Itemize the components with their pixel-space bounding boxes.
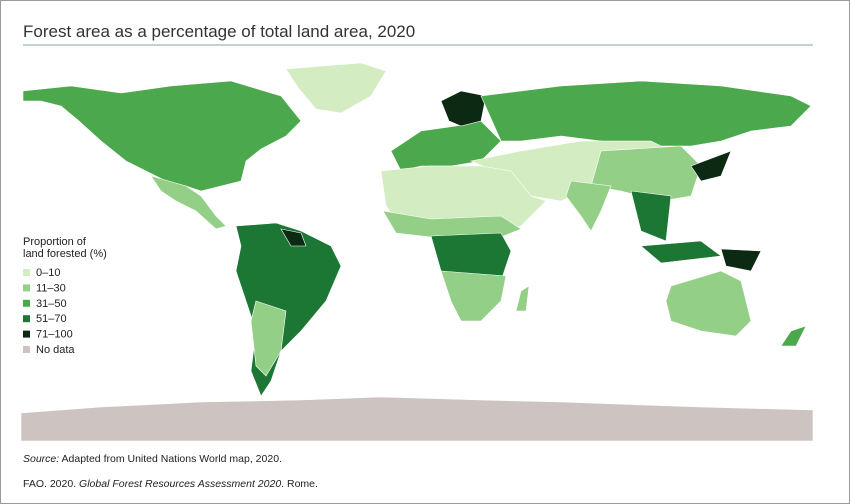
legend: Proportion of land forested (%) 0–10 11–3… bbox=[23, 236, 107, 356]
new-zealand bbox=[780, 325, 807, 347]
source-label: Source: bbox=[23, 453, 60, 465]
legend-swatch bbox=[23, 284, 30, 292]
southern-cone bbox=[250, 300, 287, 377]
russia bbox=[480, 80, 812, 147]
southern-africa bbox=[440, 270, 507, 322]
central-america bbox=[150, 175, 227, 230]
guianas bbox=[280, 228, 307, 247]
legend-label: 71–100 bbox=[36, 329, 73, 341]
legend-title: land forested (%) bbox=[23, 248, 107, 260]
source-text: Adapted from United Nations World map, 2… bbox=[61, 453, 282, 465]
legend-swatch bbox=[23, 269, 30, 276]
citation-title: Global Forest Resources Assessment 2020 bbox=[79, 478, 282, 490]
new-guinea bbox=[720, 248, 762, 272]
north-america bbox=[22, 80, 302, 192]
legend-swatch bbox=[23, 315, 30, 323]
india bbox=[565, 180, 612, 232]
source-note: Source: Adapted from United Nations Worl… bbox=[23, 453, 282, 465]
australia bbox=[665, 270, 752, 337]
legend-label: 31–50 bbox=[36, 298, 67, 310]
citation-suffix: . Rome. bbox=[281, 478, 318, 490]
legend-label: No data bbox=[36, 344, 75, 356]
world-map bbox=[20, 62, 814, 442]
legend-label: 11–30 bbox=[36, 282, 66, 294]
greenland bbox=[285, 62, 387, 114]
madagascar bbox=[515, 285, 530, 312]
legend-swatch bbox=[23, 330, 30, 338]
legend-label: 51–70 bbox=[36, 313, 67, 325]
legend-swatch bbox=[23, 299, 30, 307]
legend-label: 0–10 bbox=[36, 267, 60, 279]
west-africa bbox=[382, 210, 522, 238]
citation: FAO. 2020. Global Forest Resources Asses… bbox=[23, 478, 318, 490]
scandinavia bbox=[440, 90, 487, 127]
south-america bbox=[235, 222, 342, 397]
antarctica bbox=[20, 396, 814, 442]
citation-prefix: FAO. 2020. bbox=[23, 478, 77, 490]
title: Forest area as a percentage of total lan… bbox=[23, 22, 415, 41]
japan bbox=[690, 150, 732, 182]
legend-swatch bbox=[23, 346, 30, 353]
indonesia bbox=[640, 240, 722, 264]
legend-title: Proportion of bbox=[23, 236, 87, 248]
southeast-asia bbox=[630, 190, 672, 242]
